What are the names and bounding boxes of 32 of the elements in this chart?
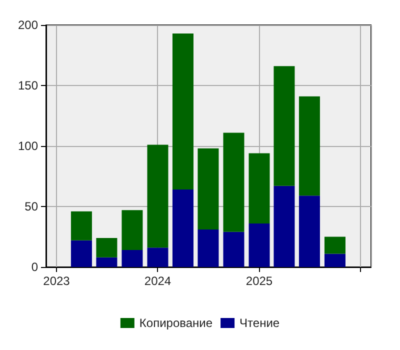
bar: [172, 190, 194, 267]
x-tick-label: 2025: [246, 274, 273, 288]
bar: [223, 132, 244, 232]
y-tick-label: 150: [18, 78, 38, 92]
bar: [96, 257, 118, 267]
x-tick-label: 2023: [43, 274, 70, 288]
y-tick-label: 0: [31, 260, 38, 274]
bar: [96, 238, 118, 258]
bar: [172, 33, 194, 190]
legend-label: Копирование: [139, 316, 213, 330]
bar: [274, 66, 295, 186]
bar: [70, 211, 92, 240]
y-tick-label: 50: [24, 200, 38, 214]
bar: [147, 248, 168, 267]
legend-label: Чтение: [240, 316, 280, 330]
bar: [248, 153, 270, 224]
bar: [324, 236, 346, 254]
bar: [198, 229, 219, 267]
bar: [223, 232, 244, 267]
y-tick-label: 200: [18, 18, 38, 32]
bar: [274, 186, 295, 267]
bar: [248, 223, 270, 267]
bar: [298, 196, 320, 267]
bar: [198, 148, 219, 230]
bar: [298, 96, 320, 196]
bar: [324, 254, 346, 267]
x-tick-label: 2024: [144, 274, 172, 288]
bar: [70, 240, 92, 267]
bar: [122, 210, 143, 250]
y-tick-label: 100: [18, 139, 38, 153]
bar: [122, 250, 143, 267]
bar: [147, 144, 168, 248]
